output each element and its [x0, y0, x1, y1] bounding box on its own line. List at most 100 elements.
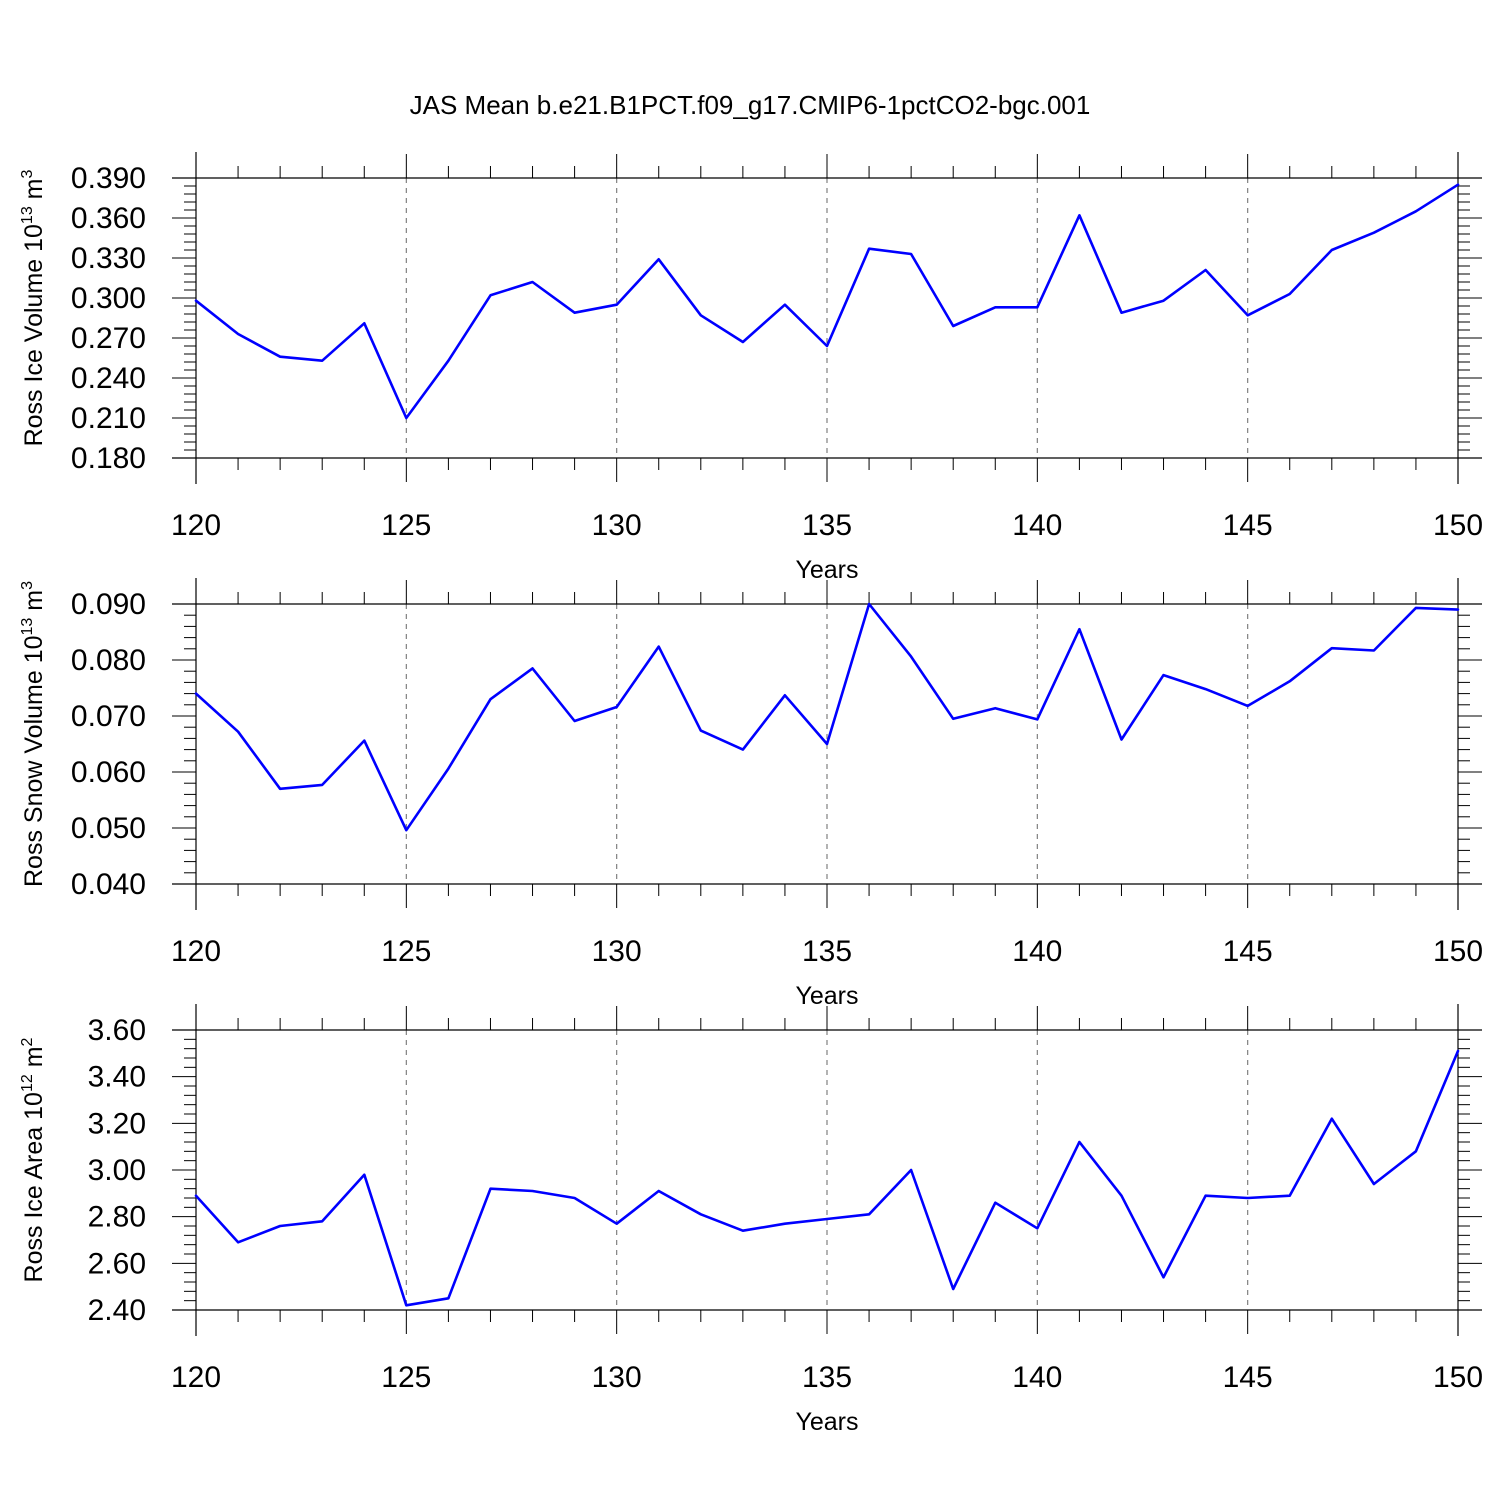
panel-1: 0.180 0.210 0.240 0.270 0.300 0.330 0.360 0.390…	[19, 152, 1483, 584]
x-tick-label: 150	[1433, 1361, 1483, 1394]
x-tick-label: 145	[1223, 509, 1273, 542]
series-line	[194, 602, 1460, 832]
data-point-134	[783, 1222, 787, 1226]
y-tick-label: 2.40	[88, 1294, 146, 1327]
data-point-149	[1414, 1149, 1418, 1153]
data-point-138	[951, 1287, 955, 1291]
x-axis-label: Years	[795, 556, 858, 584]
data-point-124	[362, 1173, 366, 1177]
data-point-136	[867, 1212, 871, 1216]
x-tick-label: 130	[592, 509, 642, 542]
y-tick-label: 0.210	[71, 402, 146, 435]
data-point-128	[531, 280, 535, 284]
series-line	[194, 1049, 1460, 1307]
data-point-146	[1288, 679, 1292, 683]
data-point-129	[573, 719, 577, 723]
data-point-143	[1162, 673, 1166, 677]
data-point-134	[783, 693, 787, 697]
y-axis-label: Ross Ice Area 1012 m2	[19, 1037, 48, 1282]
y-tick-label: 0.300	[71, 282, 146, 315]
series-line	[194, 183, 1460, 420]
data-point-129	[573, 311, 577, 315]
y-tick-label: 3.40	[88, 1061, 146, 1094]
x-tick-label: 120	[171, 935, 221, 968]
data-point-125	[404, 416, 408, 420]
y-tick-label: 0.060	[71, 756, 146, 789]
data-point-142	[1119, 311, 1123, 315]
data-point-147	[1330, 646, 1334, 650]
x-tick-label: 140	[1012, 935, 1062, 968]
data-point-123	[320, 359, 324, 363]
data-point-148	[1372, 1182, 1376, 1186]
y-axis-label: Ross Snow Volume 1013 m3	[19, 581, 48, 887]
data-point-147	[1330, 248, 1334, 252]
data-point-120	[194, 1194, 198, 1198]
x-tick-label: 150	[1433, 935, 1483, 968]
y-tick-label: 0.040	[71, 868, 146, 901]
data-point-133	[741, 1229, 745, 1233]
x-tick-label: 135	[802, 935, 852, 968]
data-point-140	[1035, 305, 1039, 309]
x-tick-label: 120	[171, 1361, 221, 1394]
x-tick-label: 135	[802, 509, 852, 542]
data-point-136	[867, 602, 871, 606]
data-point-126	[446, 359, 450, 363]
data-point-132	[699, 729, 703, 733]
data-point-138	[951, 717, 955, 721]
data-point-149	[1414, 209, 1418, 213]
data-point-122	[278, 1224, 282, 1228]
data-point-131	[657, 257, 661, 261]
x-axis-label: Years	[795, 1408, 858, 1436]
data-point-139	[993, 1201, 997, 1205]
data-point-130	[615, 705, 619, 709]
x-tick-label: 125	[381, 935, 431, 968]
data-point-140	[1035, 1226, 1039, 1230]
x-tick-label: 120	[171, 509, 221, 542]
data-point-139	[993, 706, 997, 710]
x-tick-label: 130	[592, 1361, 642, 1394]
data-point-145	[1246, 1196, 1250, 1200]
data-point-127	[488, 293, 492, 297]
data-point-122	[278, 355, 282, 359]
data-point-132	[699, 1212, 703, 1216]
data-point-129	[573, 1196, 577, 1200]
x-tick-label: 145	[1223, 935, 1273, 968]
data-point-150	[1456, 608, 1460, 612]
data-point-138	[951, 324, 955, 328]
data-point-123	[320, 783, 324, 787]
y-tick-label: 0.270	[71, 322, 146, 355]
data-point-146	[1288, 292, 1292, 296]
data-point-144	[1204, 268, 1208, 272]
x-tick-label: 140	[1012, 509, 1062, 542]
data-point-133	[741, 748, 745, 752]
panel-2: 0.040 0.050 0.060 0.070 0.080 0.090 120 125 130 1…	[19, 578, 1483, 1010]
y-tick-label: 0.050	[71, 812, 146, 845]
data-point-126	[446, 767, 450, 771]
data-point-148	[1372, 231, 1376, 235]
data-point-128	[531, 666, 535, 670]
data-point-141	[1077, 627, 1081, 631]
data-point-123	[320, 1219, 324, 1223]
y-tick-label: 3.60	[88, 1014, 146, 1047]
data-point-120	[194, 692, 198, 696]
data-point-146	[1288, 1194, 1292, 1198]
data-point-125	[404, 828, 408, 832]
data-point-147	[1330, 1117, 1334, 1121]
data-point-125	[404, 1303, 408, 1307]
y-tick-label: 0.180	[71, 442, 146, 475]
y-tick-label: 0.330	[71, 242, 146, 275]
panel-3: 2.40 2.60 2.80 3.00 3.20 3.40 3.60 120 125 130 135…	[19, 1004, 1483, 1436]
data-point-139	[993, 305, 997, 309]
x-tick-label: 140	[1012, 1361, 1062, 1394]
y-tick-label: 2.60	[88, 1247, 146, 1280]
data-point-121	[236, 1240, 240, 1244]
data-point-137	[909, 1168, 913, 1172]
data-point-150	[1456, 1049, 1460, 1053]
data-point-142	[1119, 738, 1123, 742]
data-point-141	[1077, 1140, 1081, 1144]
data-point-135	[825, 1217, 829, 1221]
data-point-149	[1414, 606, 1418, 610]
data-point-148	[1372, 648, 1376, 652]
y-tick-label: 0.360	[71, 202, 146, 235]
